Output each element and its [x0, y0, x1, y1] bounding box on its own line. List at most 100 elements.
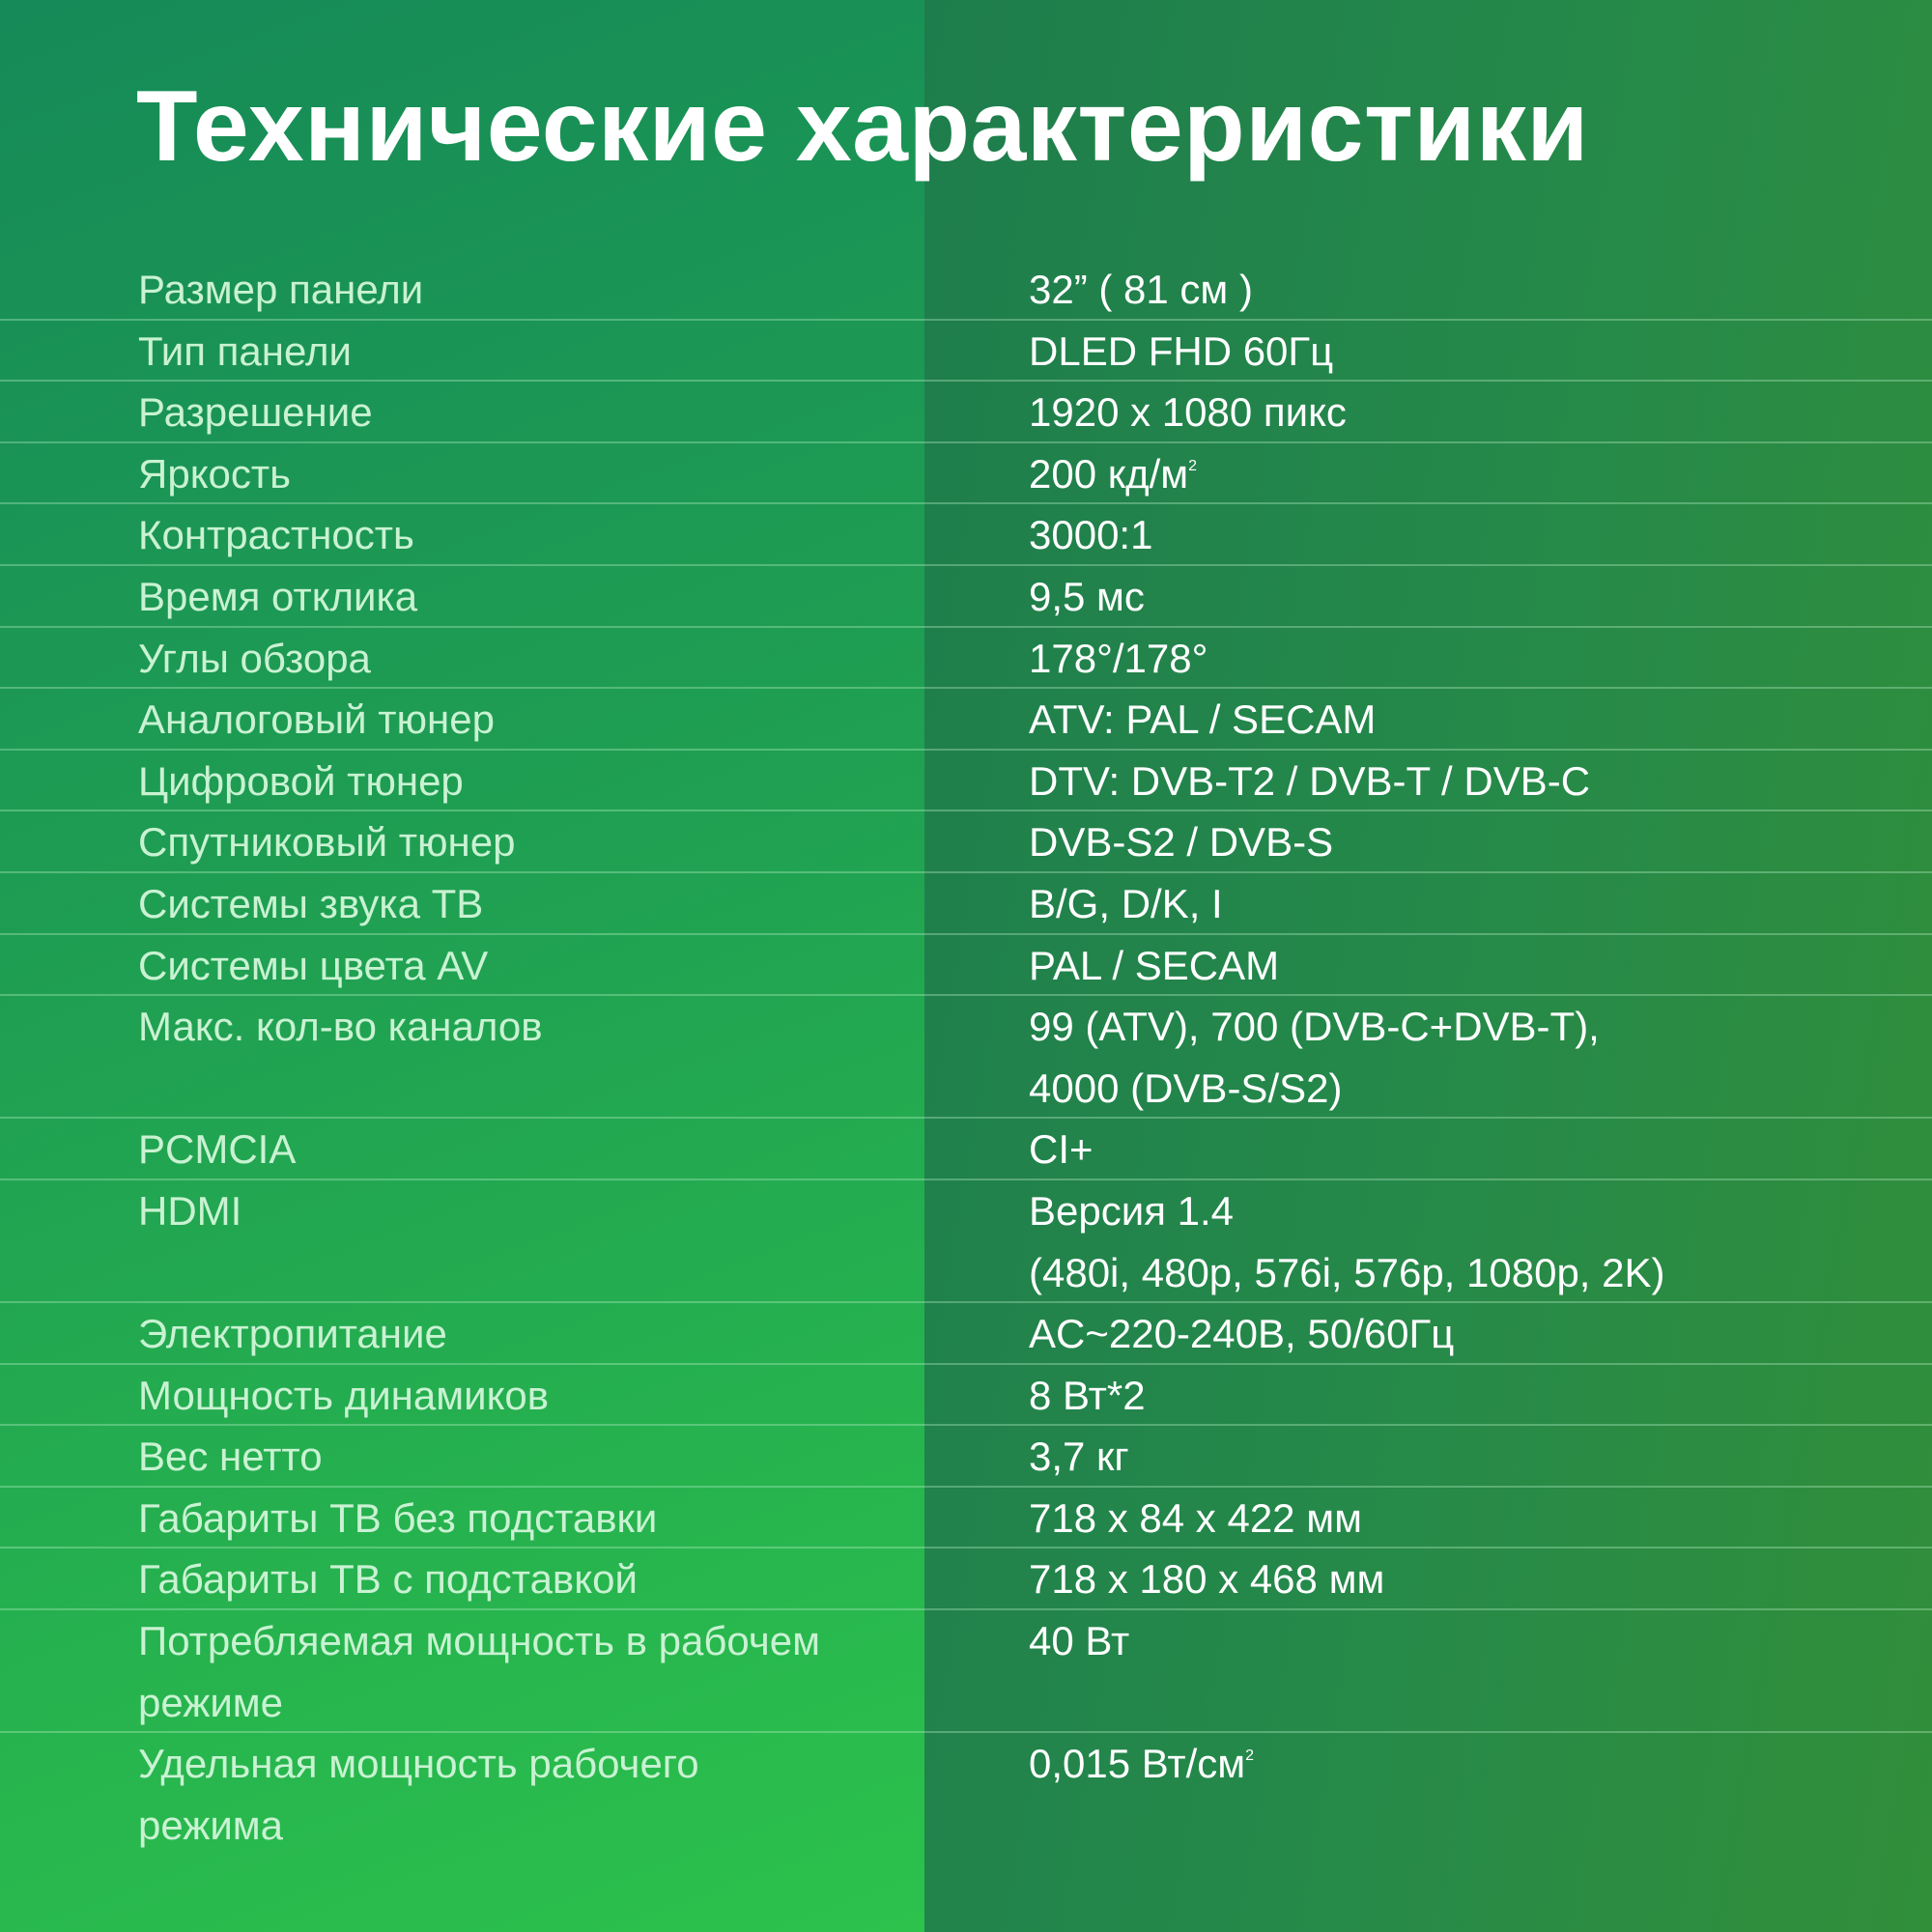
spec-value-line: DTV: DVB-T2 / DVB-T / DVB-C	[1029, 751, 1918, 812]
spec-label-line: режиме	[138, 1679, 284, 1725]
spec-label-line: Тип панели	[138, 327, 352, 374]
spec-value-text: CI+	[1029, 1126, 1094, 1173]
spec-label: Разрешение	[138, 382, 911, 443]
spec-value: 99 (ATV), 700 (DVB-C+DVB-T), 4000 (DVB-S/…	[1029, 996, 1918, 1119]
spec-value-text: 8 Вт*2	[1029, 1372, 1146, 1418]
spec-row: Тип панели DLED FHD 60Гц	[0, 321, 1932, 383]
spec-value-text: B/G, D/K, I	[1029, 880, 1223, 926]
spec-value: 9,5 мс	[1029, 566, 1918, 628]
spec-value-line: 0,015 Вт/см2	[1029, 1733, 1918, 1795]
spec-row: Электропитание AC~220-240В, 50/60Гц	[0, 1303, 1932, 1365]
spec-value-text: 3000:1	[1029, 512, 1153, 558]
spec-row: HDMI Версия 1.4 (480i, 480p, 576i, 576p, 1…	[0, 1180, 1932, 1304]
spec-value-line: 1920 х 1080 пикс	[1029, 382, 1918, 443]
spec-row: Цифровой тюнер DTV: DVB-T2 / DVB-T / DVB-…	[0, 751, 1932, 812]
spec-label-line: Потребляемая мощность в рабочем	[138, 1618, 820, 1664]
spec-label-line: Вес нетто	[138, 1434, 323, 1480]
spec-value: 3000:1	[1029, 504, 1918, 566]
spec-label-line: Габариты ТВ без подставки	[138, 1494, 658, 1541]
spec-label: HDMI	[138, 1180, 911, 1242]
spec-value-text: 9,5 мс	[1029, 573, 1145, 619]
spec-label: Тип панели	[138, 321, 911, 383]
spec-value: 178°/178°	[1029, 628, 1918, 690]
spec-label: Яркость	[138, 443, 911, 505]
spec-value-text: PAL / SECAM	[1029, 942, 1280, 988]
spec-value-line: 4000 (DVB-S/S2)	[1029, 1065, 1343, 1111]
spec-row: Удельная мощность рабочего режима 0,015 Вт…	[0, 1733, 1932, 1856]
spec-label: Время отклика	[138, 566, 911, 628]
spec-row: Аналоговый тюнер ATV: PAL / SECAM	[0, 689, 1932, 751]
spec-value: 32” ( 81 см )	[1029, 259, 1918, 321]
spec-row: PCMCIA CI+	[0, 1119, 1932, 1180]
spec-value-line: (480i, 480p, 576i, 576p, 1080p, 2K)	[1029, 1249, 1665, 1295]
spec-row: Размер панели 32” ( 81 см )	[0, 259, 1932, 321]
spec-value: DLED FHD 60Гц	[1029, 321, 1918, 383]
spec-row: Потребляемая мощность в рабочем режиме 40 …	[0, 1610, 1932, 1734]
spec-value-line: DLED FHD 60Гц	[1029, 321, 1918, 383]
spec-label-line: PCMCIA	[138, 1126, 297, 1173]
spec-value: 718 х 180 х 468 мм	[1029, 1548, 1918, 1610]
spec-label-line: Углы обзора	[138, 635, 371, 681]
spec-label-line: Размер панели	[138, 267, 424, 312]
spec-value-line: 3000:1	[1029, 504, 1918, 566]
spec-label-line: Системы цвета AV	[138, 942, 489, 988]
spec-value: 200 кд/м2	[1029, 443, 1918, 505]
spec-value-text: 32” ( 81 см )	[1029, 267, 1253, 312]
spec-label: Габариты ТВ с подставкой	[138, 1548, 911, 1610]
spec-label-line: Разрешение	[138, 389, 373, 436]
spec-value: DVB-S2 / DVB-S	[1029, 811, 1918, 873]
spec-value: Версия 1.4 (480i, 480p, 576i, 576p, 1080p…	[1029, 1180, 1918, 1303]
spec-label: Макс. кол-во каналов	[138, 996, 911, 1058]
spec-label-line: Цифровой тюнер	[138, 757, 464, 804]
spec-row: Спутниковый тюнер DVB-S2 / DVB-S	[0, 811, 1932, 873]
spec-label: Удельная мощность рабочего режима	[138, 1733, 911, 1856]
superscript: 2	[1188, 457, 1198, 474]
spec-label: Цифровой тюнер	[138, 751, 911, 812]
spec-label: Габариты ТВ без подставки	[138, 1488, 911, 1549]
spec-row: Яркость 200 кд/м2	[0, 443, 1932, 505]
spec-value-line: B/G, D/K, I	[1029, 873, 1918, 935]
spec-value-line: 99 (ATV), 700 (DVB-C+DVB-T),	[1029, 996, 1918, 1058]
spec-value-line: PAL / SECAM	[1029, 935, 1918, 997]
spec-value-line: CI+	[1029, 1119, 1918, 1180]
spec-table: Размер панели 32” ( 81 см ) Тип панели DLED…	[0, 259, 1932, 1856]
spec-row: Макс. кол-во каналов 99 (ATV), 700 (DVB-C…	[0, 996, 1932, 1120]
spec-label: Размер панели	[138, 259, 911, 321]
spec-label-line: Спутниковый тюнер	[138, 819, 516, 866]
spec-label-line: HDMI	[138, 1187, 242, 1234]
spec-value-line: 9,5 мс	[1029, 566, 1918, 628]
spec-value-line: AC~220-240В, 50/60Гц	[1029, 1303, 1918, 1365]
left-background-panel	[0, 0, 924, 1932]
spec-row: Габариты ТВ с подставкой 718 х 180 х 468 …	[0, 1548, 1932, 1611]
spec-label: Электропитание	[138, 1303, 911, 1365]
spec-value: AC~220-240В, 50/60Гц	[1029, 1303, 1918, 1365]
spec-row: Вес нетто 3,7 кг	[0, 1426, 1932, 1488]
spec-value: 40 Вт	[1029, 1610, 1918, 1672]
spec-label-line: Системы звука ТВ	[138, 880, 484, 926]
spec-label-line: Контрастность	[138, 512, 414, 558]
spec-value-line: 8 Вт*2	[1029, 1365, 1918, 1427]
spec-value-line: Версия 1.4	[1029, 1180, 1918, 1242]
spec-value: 8 Вт*2	[1029, 1365, 1918, 1427]
spec-row: Системы звука ТВ B/G, D/K, I	[0, 873, 1932, 935]
spec-label-line: Макс. кол-во каналов	[138, 1004, 543, 1050]
spec-value-text: 99 (ATV), 700 (DVB-C+DVB-T),	[1029, 1004, 1600, 1050]
spec-label-line: Яркость	[138, 450, 292, 497]
spec-value: 0,015 Вт/см2	[1029, 1733, 1918, 1795]
spec-value: B/G, D/K, I	[1029, 873, 1918, 935]
spec-value-line: ATV: PAL / SECAM	[1029, 689, 1918, 751]
spec-value-text: Версия 1.4	[1029, 1187, 1234, 1234]
spec-value-line: 3,7 кг	[1029, 1426, 1918, 1488]
spec-value-text: AC~220-240В, 50/60Гц	[1029, 1311, 1455, 1357]
superscript: 2	[1245, 1747, 1255, 1765]
spec-label-line: Габариты ТВ с подставкой	[138, 1556, 638, 1603]
spec-label-line: режима	[138, 1802, 284, 1848]
spec-value: 718 х 84 х 422 мм	[1029, 1488, 1918, 1549]
spec-label-line: Аналоговый тюнер	[138, 696, 495, 743]
spec-value: DTV: DVB-T2 / DVB-T / DVB-C	[1029, 751, 1918, 812]
spec-value: 1920 х 1080 пикс	[1029, 382, 1918, 443]
spec-value: PAL / SECAM	[1029, 935, 1918, 997]
spec-value-text: 40 Вт	[1029, 1618, 1130, 1664]
spec-value-line: DVB-S2 / DVB-S	[1029, 811, 1918, 873]
spec-row: Системы цвета AV PAL / SECAM	[0, 935, 1932, 997]
